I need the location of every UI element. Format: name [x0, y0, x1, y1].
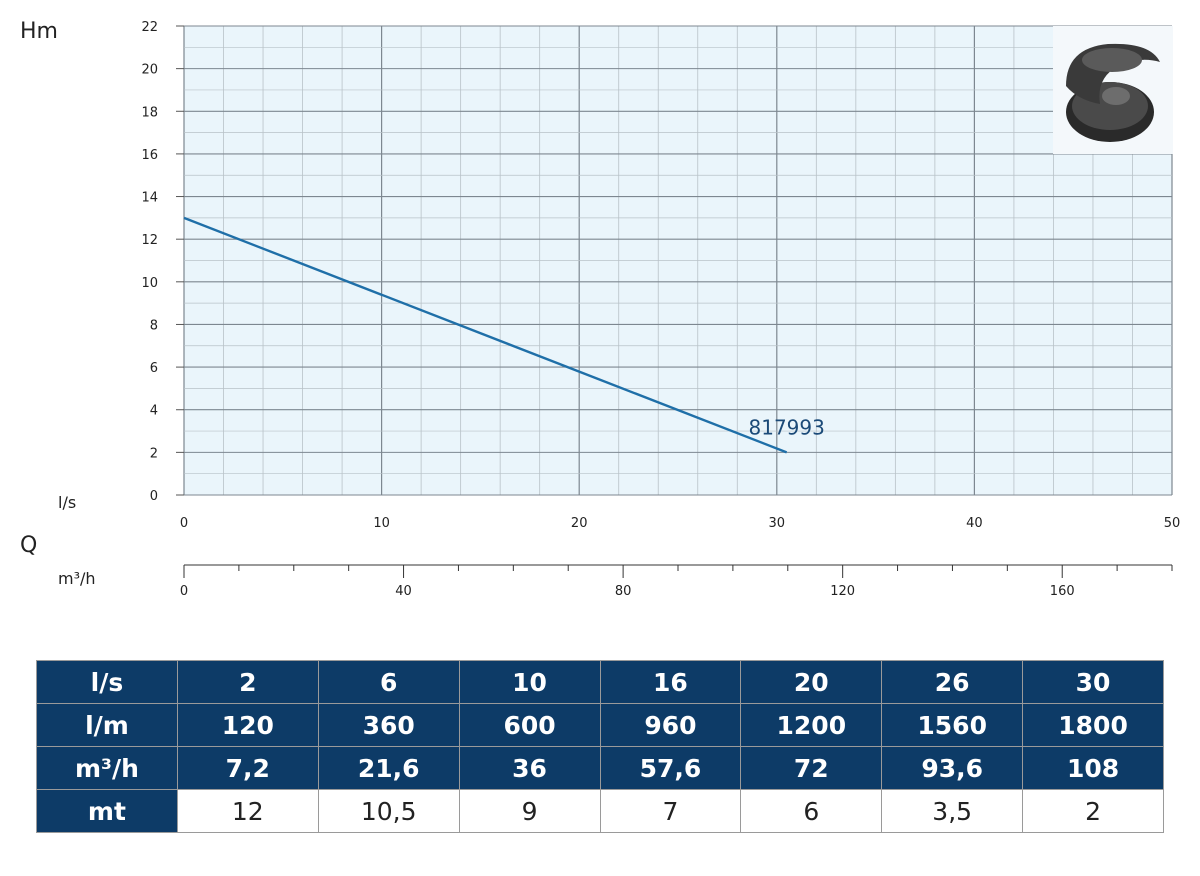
table-cell: 7,2: [176, 746, 319, 790]
table-row: l/s 2 6 10 16 20 26 30: [36, 660, 1164, 704]
table-cell: 10: [458, 660, 601, 704]
table-cell: 6: [317, 660, 460, 704]
x-tick-label: 50: [1164, 516, 1181, 531]
secondary-tick-label: 40: [395, 584, 412, 599]
y-tick-label: 4: [150, 404, 158, 419]
x-tick-label: 10: [373, 516, 390, 531]
table-cell: 36: [458, 746, 601, 790]
x-tick-label: 0: [180, 516, 188, 531]
y-tick-label: 12: [141, 233, 158, 248]
secondary-x-axis: 0 40 80 120 160: [180, 564, 1173, 599]
table-cell: 57,6: [599, 746, 742, 790]
y-tick-label: 10: [141, 276, 158, 291]
table-cell: 93,6: [881, 746, 1024, 790]
table-cell: 1800: [1022, 703, 1164, 747]
secondary-tick-label: 120: [830, 584, 855, 599]
table-cell: 600: [458, 703, 601, 747]
table-cell: 108: [1022, 746, 1164, 790]
secondary-tick-label: 0: [180, 584, 188, 599]
table-cell: 26: [881, 660, 1024, 704]
table-row: l/m 120 360 600 960 1200 1560 1800: [36, 703, 1164, 747]
table-row: m³/h 7,2 21,6 36 57,6 72 93,6 108: [36, 746, 1164, 790]
table-cell: 120: [176, 703, 319, 747]
x-tick-label: 30: [769, 516, 786, 531]
y-tick-label: 8: [150, 318, 158, 333]
table-cell: 360: [317, 703, 460, 747]
y-tick-label: 18: [141, 105, 158, 120]
table-cell: 7: [599, 789, 742, 833]
y-tick-label: 20: [141, 63, 158, 78]
x-axis-unit: l/s: [58, 493, 76, 512]
row-header: m³/h: [36, 746, 178, 790]
table-cell: 10,5: [317, 789, 460, 833]
table-cell: 30: [1022, 660, 1164, 704]
table-cell: 16: [599, 660, 742, 704]
y-tick-label: 22: [141, 20, 158, 35]
row-header: l/m: [36, 703, 178, 747]
grid: [183, 25, 1173, 496]
table-cell: 12: [176, 789, 319, 833]
table-cell: 21,6: [317, 746, 460, 790]
series-label: 817993: [749, 415, 825, 439]
table-cell: 6: [740, 789, 883, 833]
series-line-817993: [183, 216, 788, 454]
table-cell: 9: [458, 789, 601, 833]
table-cell: 2: [176, 660, 319, 704]
table-row: mt 12 10,5 9 7 6 3,5 2: [36, 789, 1164, 833]
table-cell: 20: [740, 660, 883, 704]
pump-impeller-icon: [1053, 26, 1173, 154]
row-header: l/s: [36, 660, 178, 704]
secondary-tick-label: 160: [1050, 584, 1075, 599]
table-cell: 2: [1022, 789, 1164, 833]
x2-axis-unit: m³/h: [58, 569, 96, 588]
y-axis-ticks: 0 2 4 6 8 10 12 14 16 18 20 22: [141, 20, 184, 504]
row-header: mt: [36, 789, 178, 833]
y-tick-label: 14: [141, 191, 158, 206]
y-axis-label: Hm: [20, 19, 58, 44]
x-axis-ticks: 0 10 20 30 40 50: [180, 516, 1180, 531]
y-tick-label: 0: [150, 489, 158, 504]
x-axis-label: Q: [20, 533, 37, 558]
x-tick-label: 20: [571, 516, 588, 531]
x-tick-label: 40: [966, 516, 983, 531]
performance-table: l/s 2 6 10 16 20 26 30 l/m 120 360 600 960 1200 1560 18…: [36, 660, 1164, 833]
y-tick-label: 2: [150, 446, 158, 461]
table-cell: 1560: [881, 703, 1024, 747]
y-tick-label: 16: [141, 148, 158, 163]
pump-performance-chart: 0 2 4 6 8 10 12 14 16 18 20 22 0 10 20 30 40 50 0 40 80 120…: [20, 19, 1180, 599]
table-cell: 960: [599, 703, 742, 747]
table-cell: 72: [740, 746, 883, 790]
table-cell: 1200: [740, 703, 883, 747]
table-cell: 3,5: [881, 789, 1024, 833]
series-layer: 817993: [183, 216, 825, 454]
secondary-tick-label: 80: [615, 584, 632, 599]
y-tick-label: 6: [150, 361, 158, 376]
